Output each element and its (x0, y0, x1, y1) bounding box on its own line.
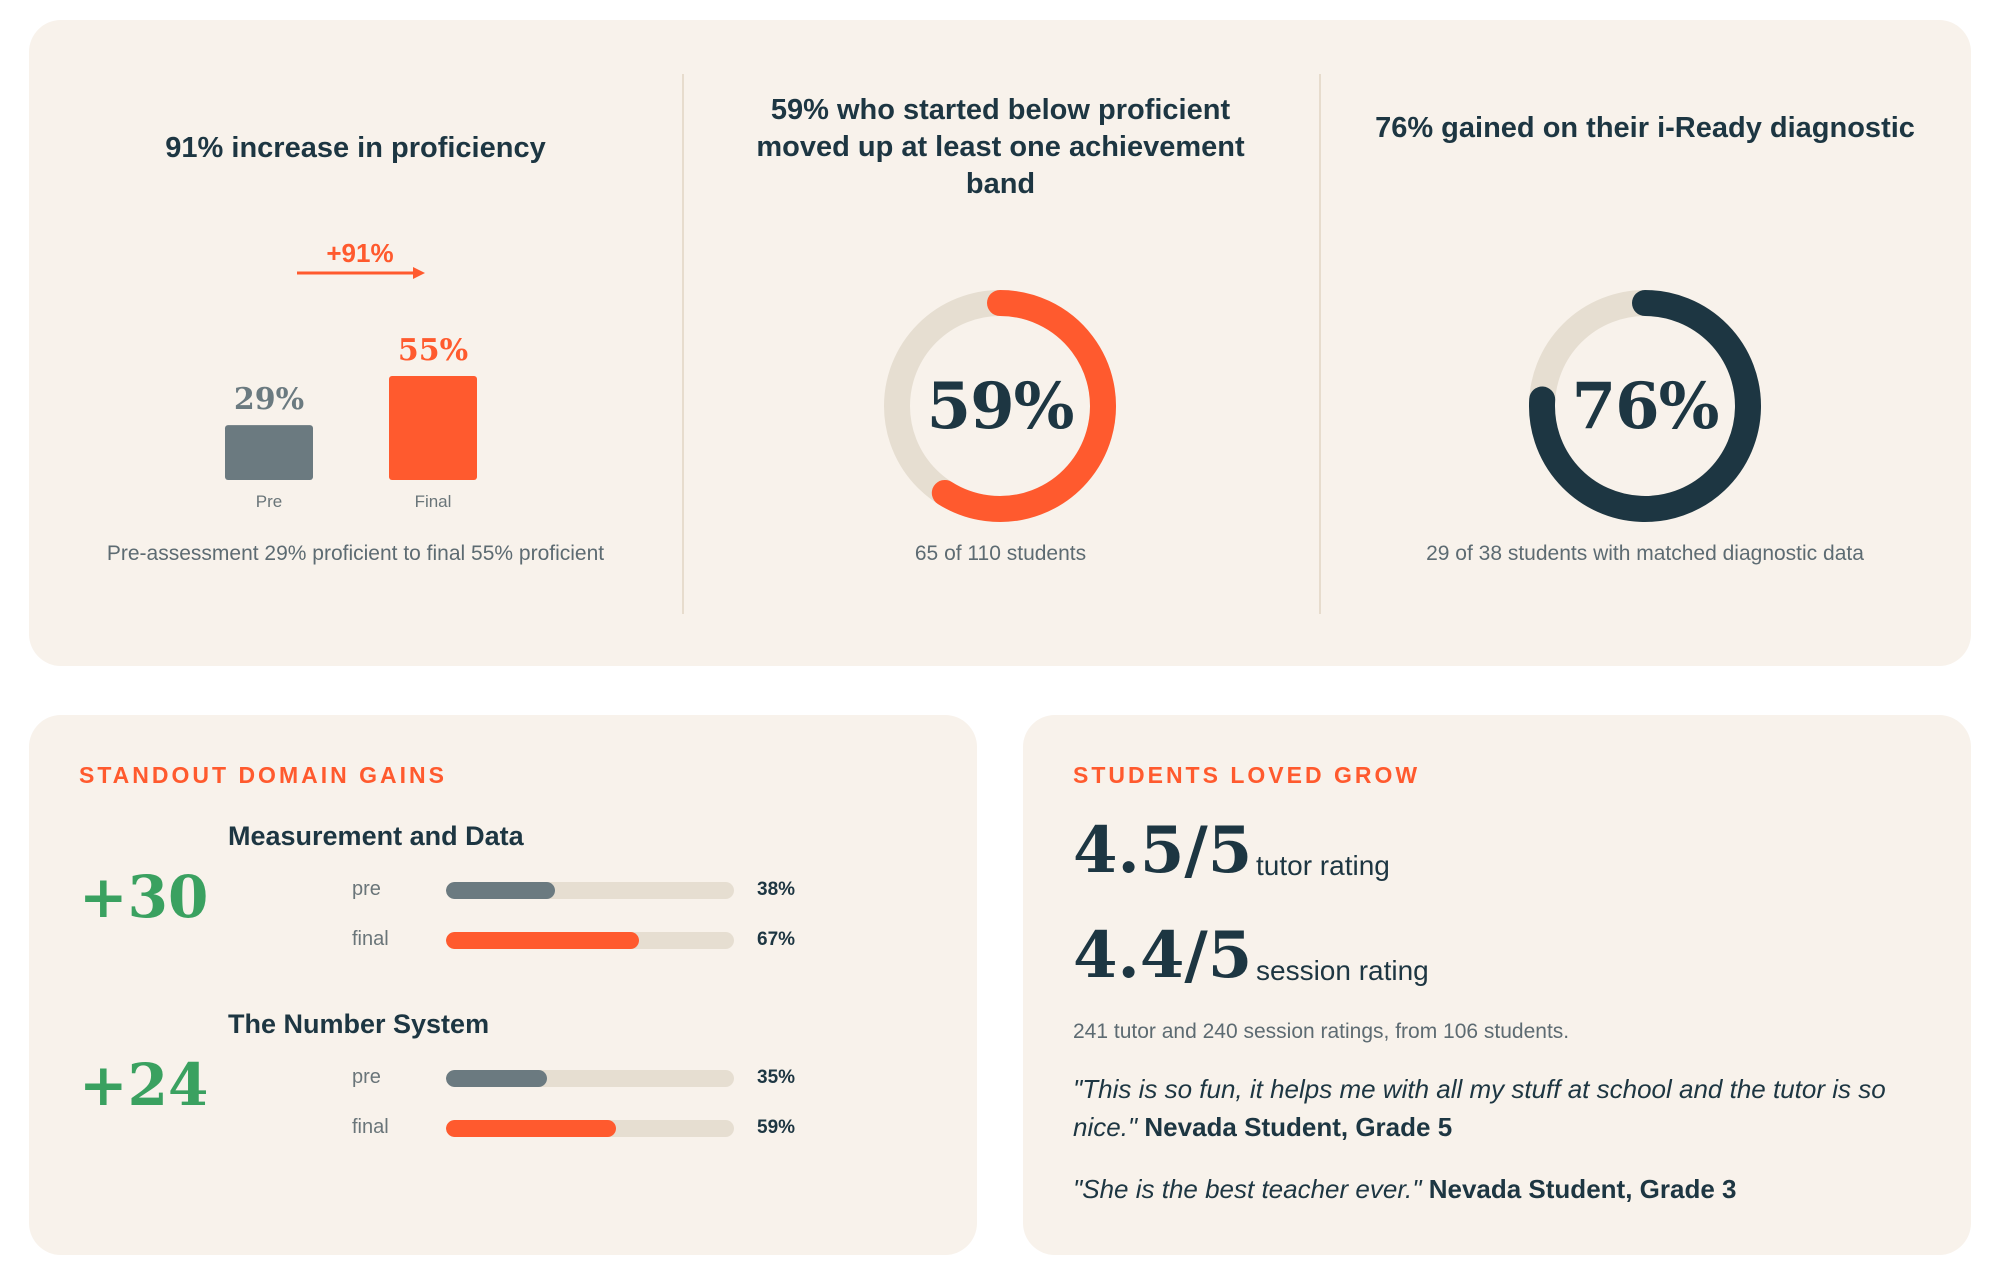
quote-text: "She is the best teacher ever." (1073, 1174, 1422, 1204)
quote-author: Nevada Student, Grade 5 (1144, 1112, 1453, 1142)
bar-category-label: Pre (256, 492, 282, 511)
quote-author: Nevada Student, Grade 3 (1428, 1174, 1737, 1204)
bar-pre (225, 425, 313, 480)
donut-progress-arc (1529, 290, 1761, 522)
bar-final (389, 376, 477, 480)
domain-gains-heading: STANDOUT DOMAIN GAINS (79, 762, 447, 788)
bar-value-pre: 38% (757, 879, 796, 900)
diagnostic-donut-label: 76% (1571, 368, 1720, 444)
outcomes-card: 91% increase in proficiency +91% 29% Pre 5… (29, 20, 1971, 666)
column-divider (1319, 74, 1321, 614)
ratings-card: STUDENTS LOVED GROW 4.5/5 tutor rating 4… (1023, 715, 1971, 1255)
bar-value-label: 55% (398, 333, 468, 368)
quote-text: "This is so fun, it helps me with all my… (1073, 1074, 1886, 1142)
tutor-rating-value: 4.5/5 (1073, 813, 1253, 888)
bar-label-final: final (352, 1116, 389, 1138)
bar-category-label: Final (415, 492, 452, 511)
increase-indicator: +91% (295, 238, 427, 279)
testimonial-quote: "She is the best teacher ever." Nevada S… (1073, 1170, 1923, 1208)
domain-name: Measurement and Data (228, 821, 524, 851)
bar-track (446, 882, 734, 899)
domain-delta: +24 (79, 1051, 209, 1119)
bar-track (446, 1070, 734, 1087)
testimonial-quote: "This is so fun, it helps me with all my… (1073, 1070, 1923, 1146)
bar-label-pre: pre (352, 1066, 381, 1088)
diagnostic-caption: 29 of 38 students with matched diagnosti… (1426, 542, 1864, 565)
achievement-donut-label: 59% (926, 368, 1075, 444)
column-divider (682, 74, 684, 614)
bar-value-final: 59% (757, 1117, 796, 1138)
bar-fill-pre (446, 1070, 547, 1087)
diagnostic-title: 76% gained on their i-Ready diagnostic (1375, 112, 1915, 144)
donut-progress-arc (931, 290, 1116, 522)
achievement-caption: 65 of 110 students (914, 542, 1087, 565)
achievement-stat: 59% who started below proficient moved u… (682, 20, 1319, 666)
bar-track (446, 1120, 734, 1137)
bar-value-final: 67% (757, 929, 796, 950)
domain-gains-card: STANDOUT DOMAIN GAINS +30 Measurement an… (29, 715, 977, 1255)
ratings-note: 241 tutor and 240 session ratings, from … (1073, 1020, 1570, 1043)
proficiency-bar-chart: 29% Pre 55% Final (225, 333, 477, 511)
tutor-rating-label: tutor rating (1256, 850, 1390, 881)
bar-track (446, 932, 734, 949)
session-rating-value: 4.4/5 (1073, 918, 1253, 993)
bar-fill-pre (446, 882, 556, 899)
proficiency-stat: 91% increase in proficiency +91% 29% Pre 5… (29, 20, 682, 666)
bar-label-final: final (352, 928, 389, 950)
domain-delta: +30 (79, 863, 209, 931)
achievement-title: 59% who started below proficient moved u… (756, 94, 1245, 200)
proficiency-title: 91% increase in proficiency (165, 132, 546, 164)
session-rating-label: session rating (1256, 955, 1429, 986)
bar-label-pre: pre (352, 878, 381, 900)
diagnostic-donut-chart: 76% (1525, 286, 1765, 526)
achievement-donut-svg (884, 290, 1116, 522)
arrow-right-icon (297, 267, 425, 279)
bar-fill-final (446, 932, 639, 949)
ratings-heading: STUDENTS LOVED GROW (1073, 762, 1421, 788)
diagnostic-stat: 76% gained on their i-Ready diagnostic 7… (1319, 20, 1971, 666)
proficiency-caption: Pre-assessment 29% proficient to final 5… (106, 542, 605, 565)
bar-value-pre: 35% (757, 1067, 796, 1088)
bar-value-label: 29% (234, 382, 304, 417)
diagnostic-donut-svg (1529, 290, 1761, 522)
domain-name: The Number System (228, 1009, 490, 1039)
achievement-donut-chart: 59% (880, 286, 1120, 526)
bar-fill-final (446, 1120, 616, 1137)
increase-label: +91% (326, 238, 394, 268)
